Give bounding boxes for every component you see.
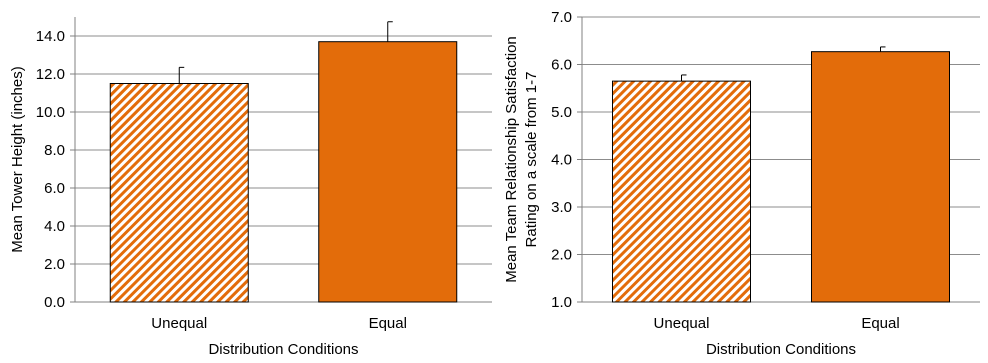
y-tick-label: 14.0: [36, 28, 65, 45]
y-tick-label: 4.0: [551, 152, 572, 169]
chart-1: 0.0 2.0 4.0 6.0 8.0 10.0 12.0 14.0 Unequal Equal D…: [9, 17, 492, 358]
x-tick-label: Equal: [369, 315, 407, 332]
y-tick-label: 10.0: [36, 104, 65, 121]
y-axis-title-line-1: Mean Team Relationship Satisfaction: [503, 36, 520, 283]
y-tick-label: 4.0: [44, 218, 65, 235]
x-tick-label: Unequal: [654, 315, 710, 332]
y-tick-label: 6.0: [551, 57, 572, 74]
y-tick-label: 2.0: [551, 247, 572, 264]
y-axis-title: Mean Tower Height (inches): [9, 66, 26, 252]
y-tick-label: 6.0: [44, 180, 65, 197]
x-axis-title: Distribution Conditions: [208, 341, 358, 358]
y-tick-label: 0.0: [44, 294, 65, 311]
y-tick-label: 1.0: [551, 294, 572, 311]
y-tick-label: 5.0: [551, 104, 572, 121]
bar-equal: [318, 41, 458, 303]
x-axis-title: Distribution Conditions: [706, 341, 856, 358]
y-tick-label: 2.0: [44, 256, 65, 273]
y-axis-title-line-2: Rating on a scale from 1-7: [523, 72, 540, 248]
bar-unequal: [109, 83, 249, 303]
chart-2: 1.0 2.0 3.0 4.0 5.0 6.0 7.0 Unequal Equal Distrib…: [503, 9, 980, 358]
x-tick-label: Equal: [861, 315, 899, 332]
y-tick-label: 3.0: [551, 199, 572, 216]
x-tick-label: Unequal: [151, 315, 207, 332]
y-tick-label: 7.0: [551, 9, 572, 26]
y-tick-label: 12.0: [36, 66, 65, 83]
bar-equal: [811, 51, 950, 303]
bar-unequal: [612, 80, 751, 303]
y-tick-label: 8.0: [44, 142, 65, 159]
